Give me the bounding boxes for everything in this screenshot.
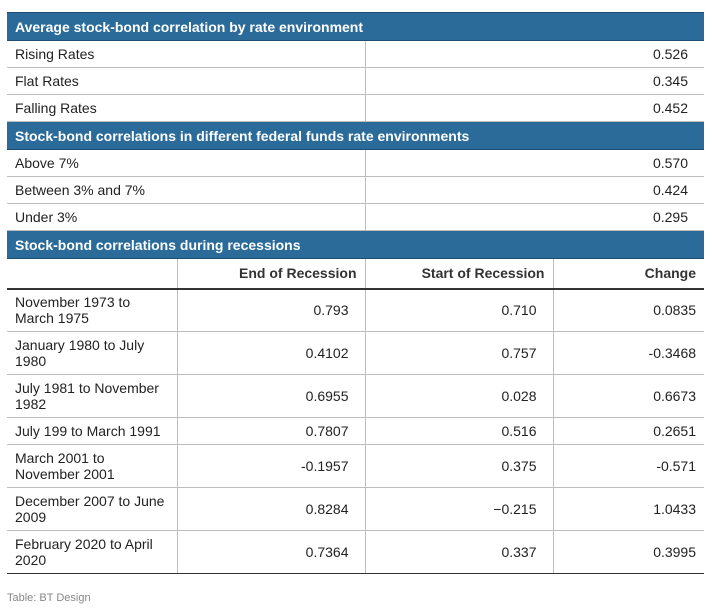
start-cell: 0.710 bbox=[365, 288, 554, 332]
row-label: Rising Rates bbox=[7, 40, 366, 68]
period-cell: January 1980 to July 1980 bbox=[7, 331, 178, 375]
start-cell: 0.375 bbox=[365, 444, 554, 488]
row-label: Flat Rates bbox=[7, 67, 366, 95]
start-cell: 0.516 bbox=[365, 417, 554, 445]
column-header-period bbox=[7, 258, 178, 290]
table-row: Above 7% 0.570 bbox=[7, 149, 705, 177]
row-label: Under 3% bbox=[7, 203, 366, 231]
change-cell: -0.3468 bbox=[553, 331, 705, 375]
table-row: Rising Rates 0.526 bbox=[7, 40, 705, 68]
section-title: Average stock-bond correlation by rate e… bbox=[7, 12, 705, 41]
row-value: 0.424 bbox=[365, 176, 705, 204]
section-header-fed-funds: Stock-bond correlations in different fed… bbox=[7, 121, 705, 150]
period-cell: July 199 to March 1991 bbox=[7, 417, 178, 445]
section-title: Stock-bond correlations in different fed… bbox=[7, 121, 705, 150]
row-value: 0.526 bbox=[365, 40, 705, 68]
start-cell: −0.215 bbox=[365, 487, 554, 531]
period-cell: July 1981 to November 1982 bbox=[7, 374, 178, 418]
source-credit: Table: BT Design bbox=[7, 592, 91, 604]
end-cell: 0.8284 bbox=[177, 487, 366, 531]
table-row: Falling Rates 0.452 bbox=[7, 94, 705, 122]
start-cell: 0.337 bbox=[365, 530, 554, 574]
row-value: 0.570 bbox=[365, 149, 705, 177]
end-cell: 0.4102 bbox=[177, 331, 366, 375]
period-cell: February 2020 to April 2020 bbox=[7, 530, 178, 574]
table-row: November 1973 to March 1975 0.793 0.710 … bbox=[7, 288, 705, 332]
table-row: December 2007 to June 2009 0.8284 −0.215… bbox=[7, 487, 705, 531]
column-header-change: Change bbox=[553, 258, 705, 290]
end-cell: 0.7364 bbox=[177, 530, 366, 574]
section-header-recessions: Stock-bond correlations during recession… bbox=[7, 230, 705, 259]
period-cell: December 2007 to June 2009 bbox=[7, 487, 178, 531]
change-cell: 0.6673 bbox=[553, 374, 705, 418]
table-row: January 1980 to July 1980 0.4102 0.757 -… bbox=[7, 331, 705, 375]
change-cell: 0.2651 bbox=[553, 417, 705, 445]
period-cell: March 2001 to November 2001 bbox=[7, 444, 178, 488]
table-row: July 199 to March 1991 0.7807 0.516 0.26… bbox=[7, 417, 705, 445]
end-cell: -0.1957 bbox=[177, 444, 366, 488]
column-header-row: End of Recession Start of Recession Chan… bbox=[7, 258, 705, 290]
table-row: Between 3% and 7% 0.424 bbox=[7, 176, 705, 204]
table-row: Under 3% 0.295 bbox=[7, 203, 705, 231]
change-cell: 0.3995 bbox=[553, 530, 705, 574]
start-cell: 0.028 bbox=[365, 374, 554, 418]
end-cell: 0.6955 bbox=[177, 374, 366, 418]
row-label: Between 3% and 7% bbox=[7, 176, 366, 204]
table-row: March 2001 to November 2001 -0.1957 0.37… bbox=[7, 444, 705, 488]
table-row: July 1981 to November 1982 0.6955 0.028 … bbox=[7, 374, 705, 418]
row-label: Above 7% bbox=[7, 149, 366, 177]
change-cell: 0.0835 bbox=[553, 288, 705, 332]
end-cell: 0.793 bbox=[177, 288, 366, 332]
section-header-rate-environment: Average stock-bond correlation by rate e… bbox=[7, 12, 705, 41]
period-cell: November 1973 to March 1975 bbox=[7, 288, 178, 332]
data-table-container: Average stock-bond correlation by rate e… bbox=[7, 12, 705, 574]
data-table: Average stock-bond correlation by rate e… bbox=[7, 12, 705, 574]
end-cell: 0.7807 bbox=[177, 417, 366, 445]
column-header-end: End of Recession bbox=[177, 258, 366, 290]
row-value: 0.345 bbox=[365, 67, 705, 95]
start-cell: 0.757 bbox=[365, 331, 554, 375]
section-title: Stock-bond correlations during recession… bbox=[7, 230, 705, 259]
table-row: Flat Rates 0.345 bbox=[7, 67, 705, 95]
change-cell: 1.0433 bbox=[553, 487, 705, 531]
row-label: Falling Rates bbox=[7, 94, 366, 122]
row-value: 0.452 bbox=[365, 94, 705, 122]
change-cell: -0.571 bbox=[553, 444, 705, 488]
table-row: February 2020 to April 2020 0.7364 0.337… bbox=[7, 530, 705, 574]
column-header-start: Start of Recession bbox=[365, 258, 554, 290]
row-value: 0.295 bbox=[365, 203, 705, 231]
